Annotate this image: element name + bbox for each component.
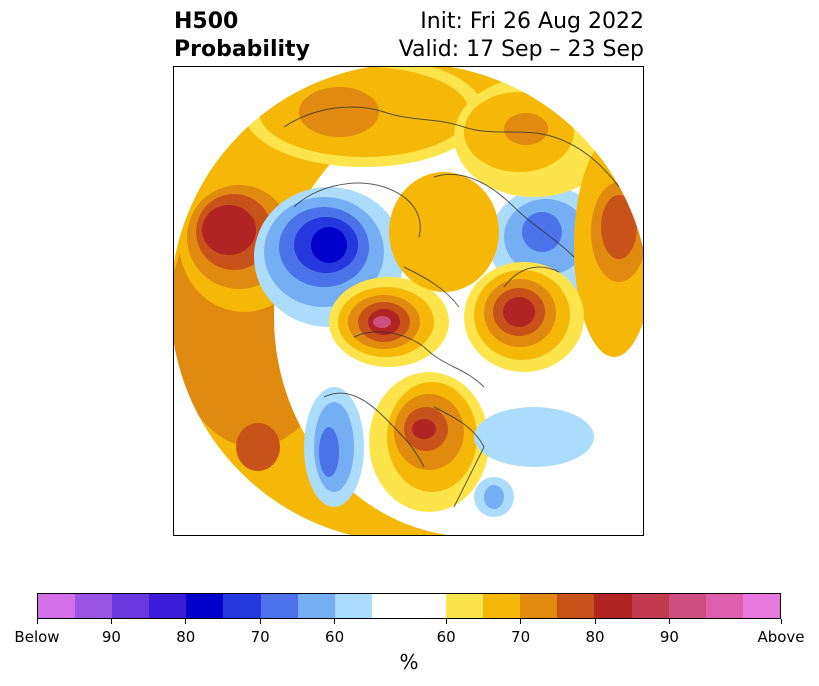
colorbar-tick-label: 70 <box>511 628 531 646</box>
forecast-dates: Init: Fri 26 Aug 2022 Valid: 17 Sep – 23… <box>399 8 644 64</box>
anomaly-arctic-90 <box>373 316 391 328</box>
colorbar-tick-label: 80 <box>176 628 196 646</box>
anomaly-asia-70 <box>299 87 379 137</box>
colorbar-tick <box>780 619 782 624</box>
colorbar-tick <box>520 619 522 624</box>
anomaly-namerica-80 <box>412 419 436 439</box>
colorbar-tick-label: 60 <box>436 628 456 646</box>
colorbar-cell <box>112 594 150 618</box>
colorbar-cell <box>446 594 484 618</box>
colorbar-cell <box>260 594 298 618</box>
colorbar-tick <box>334 619 336 624</box>
anomaly-westus-70 <box>319 427 339 477</box>
anomaly-east-70 <box>504 113 548 145</box>
colorbar-tick <box>594 619 596 624</box>
colorbar-tick-label: Below <box>14 628 60 646</box>
map-canvas <box>174 67 643 535</box>
colorbar <box>37 593 781 619</box>
colorbar-cell <box>631 594 669 618</box>
colorbar-tick <box>110 619 112 624</box>
anomaly-far-east-75 <box>601 195 637 259</box>
probability-map <box>173 66 644 536</box>
colorbar-tick <box>185 619 187 624</box>
colorbar-tick <box>668 619 670 624</box>
colorbar-tick-label: 60 <box>325 628 345 646</box>
colorbar-tick-label: 70 <box>250 628 270 646</box>
colorbar-tick <box>445 619 447 624</box>
colorbar-ticks <box>36 619 782 631</box>
valid-range: Valid: 17 Sep – 23 Sep <box>398 37 644 62</box>
title-line-1: H500 <box>174 9 239 34</box>
colorbar-cell <box>742 594 780 618</box>
colorbar-cell <box>223 594 261 618</box>
colorbar-cell <box>38 594 76 618</box>
colorbar-cell <box>408 594 447 618</box>
colorbar-cell <box>297 594 335 618</box>
colorbar-tick-label: Above <box>757 628 805 646</box>
colorbar-tick-label: 90 <box>101 628 121 646</box>
colorbar-unit: % <box>399 650 419 674</box>
init-date: Init: Fri 26 Aug 2022 <box>420 9 644 34</box>
colorbar-tick-label: 80 <box>585 628 605 646</box>
colorbar-cell <box>334 594 372 618</box>
colorbar-cell <box>75 594 113 618</box>
colorbar-cell <box>186 594 224 618</box>
coastlines <box>283 106 620 508</box>
colorbar-tick-label: 90 <box>659 628 679 646</box>
colorbar-cell <box>668 594 706 618</box>
anomaly-west-80 <box>311 227 347 263</box>
map-title: H500 Probability <box>174 8 310 64</box>
colorbar-cell <box>483 594 521 618</box>
anomaly-central-band <box>389 172 499 292</box>
colorbar-cell <box>705 594 743 618</box>
anomaly-atlantic-65 <box>484 485 504 509</box>
colorbar-cell <box>149 594 187 618</box>
colorbar-tick <box>36 619 38 624</box>
anomaly-siberia-70 <box>522 212 562 252</box>
colorbar-cell <box>371 594 409 618</box>
colorbar-cell <box>520 594 558 618</box>
anomaly-europe-80 <box>503 297 535 327</box>
anomaly-atlantic-60 <box>474 407 594 467</box>
title-line-2: Probability <box>174 37 310 62</box>
colorbar-tick <box>259 619 261 624</box>
anomaly-pacific-south <box>236 423 280 471</box>
colorbar-cell <box>557 594 595 618</box>
colorbar-cell <box>594 594 632 618</box>
anomaly-pacific-80 <box>202 205 256 255</box>
